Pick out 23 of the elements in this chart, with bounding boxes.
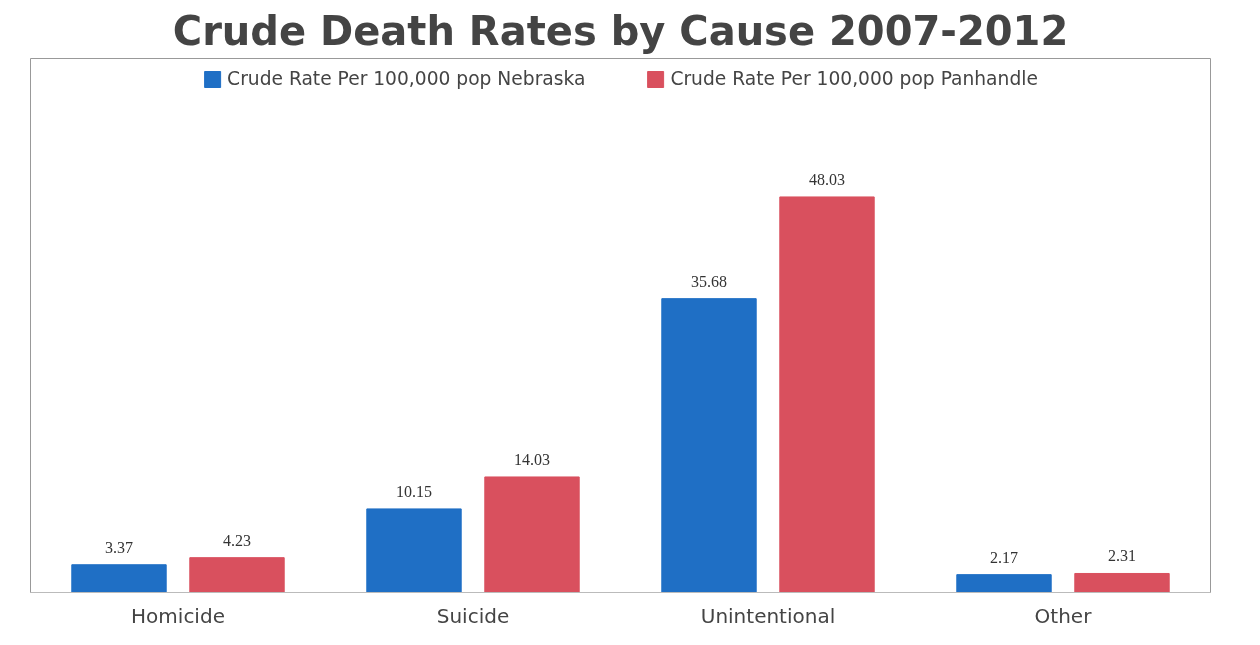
- bar: [1074, 572, 1170, 593]
- legend-label: Crude Rate Per 100,000 pop Nebraska: [227, 68, 586, 89]
- data-label: 10.15: [396, 482, 432, 500]
- data-label: 35.68: [691, 272, 727, 290]
- x-tick-label: Unintentional: [700, 603, 836, 628]
- x-tick-label: Homicide: [131, 603, 225, 628]
- data-label: 4.23: [223, 531, 251, 549]
- legend-label: Crude Rate Per 100,000 pop Panhandle: [670, 68, 1038, 89]
- data-label: 2.17: [990, 548, 1018, 566]
- bar: [366, 508, 462, 593]
- data-label: 2.31: [1108, 547, 1136, 565]
- bar: [71, 564, 167, 593]
- bar: [661, 298, 757, 593]
- data-label: 3.37: [105, 538, 133, 556]
- bar: [189, 557, 285, 593]
- bar: [956, 574, 1052, 593]
- x-tick-label: Suicide: [436, 603, 510, 628]
- bar: [484, 476, 580, 593]
- data-label: 14.03: [514, 450, 550, 468]
- data-label: 48.03: [809, 170, 845, 188]
- x-tick-label: Other: [1034, 603, 1093, 628]
- bar: [779, 196, 875, 593]
- chart-title: Crude Death Rates by Cause 2007-2012: [172, 7, 1069, 54]
